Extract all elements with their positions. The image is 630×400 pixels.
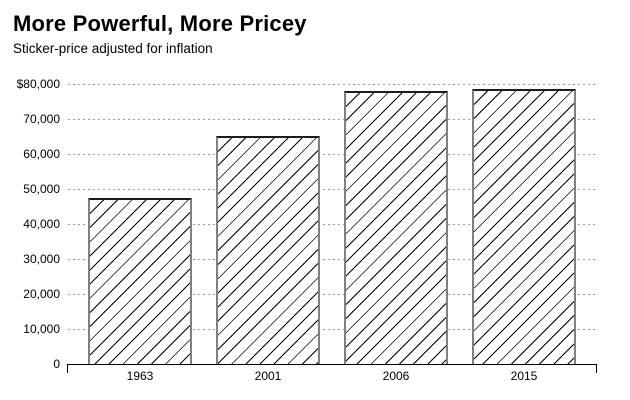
- bar-2015: [472, 88, 576, 364]
- y-tick-label: 0: [53, 357, 60, 371]
- y-tick-label: 30,000: [23, 252, 60, 266]
- x-tick-label: 2015: [510, 369, 538, 383]
- x-tick-label: 1963: [126, 369, 154, 383]
- y-axis-labels: $80,000 70,000 60,000 50,000 40,000 30,000 20,…: [0, 77, 62, 371]
- x-axis-line: [67, 364, 597, 373]
- y-tick-label: $80,000: [16, 77, 60, 91]
- bar-2001: [216, 136, 320, 364]
- y-tick-label: 70,000: [23, 112, 60, 126]
- gridline: [68, 119, 596, 120]
- x-tick-label: 2001: [254, 369, 282, 383]
- y-tick-label: 50,000: [23, 182, 60, 196]
- bar-2006: [344, 91, 448, 364]
- gridline: [68, 189, 596, 190]
- y-tick-label: 40,000: [23, 217, 60, 231]
- plot-area: [68, 84, 596, 365]
- x-tick-label: 2006: [382, 369, 410, 383]
- gridline: [68, 329, 596, 330]
- y-tick-label: 60,000: [23, 147, 60, 161]
- gridline: [68, 84, 596, 85]
- gridline: [68, 259, 596, 260]
- chart-title: More Powerful, More Pricey: [13, 11, 307, 36]
- gridline: [68, 154, 596, 155]
- chart-subtitle: Sticker-price adjusted for inflation: [13, 41, 213, 56]
- gridline: [68, 294, 596, 295]
- bars-container: [68, 84, 596, 364]
- y-tick-label: 10,000: [23, 322, 60, 336]
- bar-1963: [88, 198, 192, 364]
- x-axis-labels: 1963 2001 2006 2015: [68, 369, 596, 383]
- y-tick-label: 20,000: [23, 287, 60, 301]
- gridline: [68, 224, 596, 225]
